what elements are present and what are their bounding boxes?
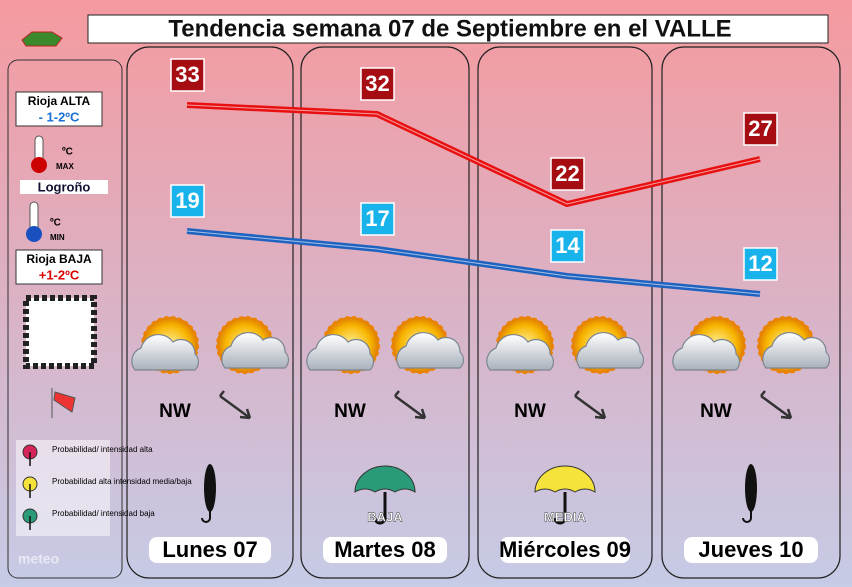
min-value: 14 bbox=[555, 233, 580, 258]
day-label-box bbox=[323, 537, 447, 563]
side-panel bbox=[7, 59, 123, 579]
rain-legend: Probabilidad/ intensidad alta Probabilida… bbox=[22, 444, 192, 530]
day-name: Lunes 07 bbox=[162, 537, 257, 562]
max-value: 27 bbox=[748, 116, 772, 141]
min-unit: ºC bbox=[50, 218, 61, 229]
legend-text: Probabilidad alta intensidad media/baja bbox=[52, 477, 192, 486]
umbrella-handle bbox=[742, 510, 752, 523]
rain-level: MEDIA bbox=[544, 509, 587, 524]
windsock bbox=[51, 388, 76, 418]
day-label-box bbox=[684, 537, 818, 563]
thermo-min-bulb bbox=[26, 226, 42, 242]
thermo-max-bulb bbox=[31, 157, 47, 173]
day-column bbox=[477, 46, 653, 579]
max-unit: ºC bbox=[62, 147, 73, 158]
alta-delta: - 1-2ºC bbox=[39, 109, 80, 124]
wind-arrow bbox=[394, 390, 427, 420]
umbrella bbox=[534, 465, 596, 493]
max-value: 33 bbox=[175, 62, 199, 87]
min-line-highlight bbox=[186, 230, 761, 295]
closed-umbrella bbox=[745, 464, 757, 512]
wind-arrow bbox=[574, 390, 607, 420]
baja-label: Rioja BAJA bbox=[26, 252, 92, 266]
baja-box bbox=[15, 249, 103, 285]
watermark: meteo bbox=[18, 551, 59, 567]
day-column bbox=[300, 46, 470, 579]
day-label-box bbox=[500, 537, 630, 563]
day-name: Jueves 10 bbox=[698, 537, 803, 562]
min-box bbox=[360, 202, 395, 236]
umbrella-handle bbox=[553, 492, 567, 525]
alta-label: Rioja ALTA bbox=[28, 94, 91, 108]
wind-direction: NW bbox=[514, 401, 546, 422]
flag-map bbox=[21, 31, 63, 47]
max-box bbox=[743, 112, 778, 146]
min-box bbox=[550, 229, 585, 263]
wind-arrow bbox=[760, 390, 793, 420]
title-box bbox=[87, 14, 829, 44]
wind-arrow bbox=[219, 390, 252, 420]
baja-delta: +1-2ºC bbox=[39, 267, 80, 282]
wind-direction: NW bbox=[159, 401, 191, 422]
min-tag: MIN bbox=[50, 233, 65, 242]
closed-umbrella bbox=[204, 464, 216, 512]
legend-text: Probabilidad/ intensidad alta bbox=[52, 445, 153, 454]
day-name: Martes 08 bbox=[334, 537, 436, 562]
max-box bbox=[170, 58, 205, 92]
day-column bbox=[661, 46, 841, 579]
min-box bbox=[743, 247, 778, 281]
city-box bbox=[20, 180, 108, 194]
wind-direction: NW bbox=[334, 401, 366, 422]
min-value: 17 bbox=[365, 206, 389, 231]
max-box bbox=[550, 157, 585, 191]
qr-code bbox=[23, 295, 97, 369]
wind-direction: NW bbox=[700, 401, 732, 422]
city: Logroño bbox=[38, 179, 91, 194]
days: NW Lunes 07 NW BAJA Martes 08 NW MEDIA Miércole… bbox=[126, 46, 841, 579]
day-name: Miércoles 09 bbox=[499, 537, 631, 562]
rain-level: BAJA bbox=[367, 509, 403, 524]
umbrella-handle bbox=[373, 492, 387, 525]
min-value: 19 bbox=[175, 188, 199, 213]
max-value: 22 bbox=[555, 161, 579, 186]
min-value: 12 bbox=[748, 251, 772, 276]
umbrella bbox=[354, 465, 416, 493]
umbrella-handle bbox=[201, 510, 211, 523]
min-box bbox=[170, 184, 205, 218]
title: Tendencia semana 07 de Septiembre en el … bbox=[168, 15, 731, 42]
day-label-box bbox=[149, 537, 271, 563]
day-column bbox=[126, 46, 294, 579]
max-box bbox=[360, 67, 395, 101]
legend-text: Probabilidad/ intensidad baja bbox=[52, 509, 155, 518]
alta-box bbox=[15, 91, 103, 127]
max-tag: MAX bbox=[56, 162, 74, 171]
max-value: 32 bbox=[365, 71, 389, 96]
max-line-highlight bbox=[186, 104, 761, 205]
